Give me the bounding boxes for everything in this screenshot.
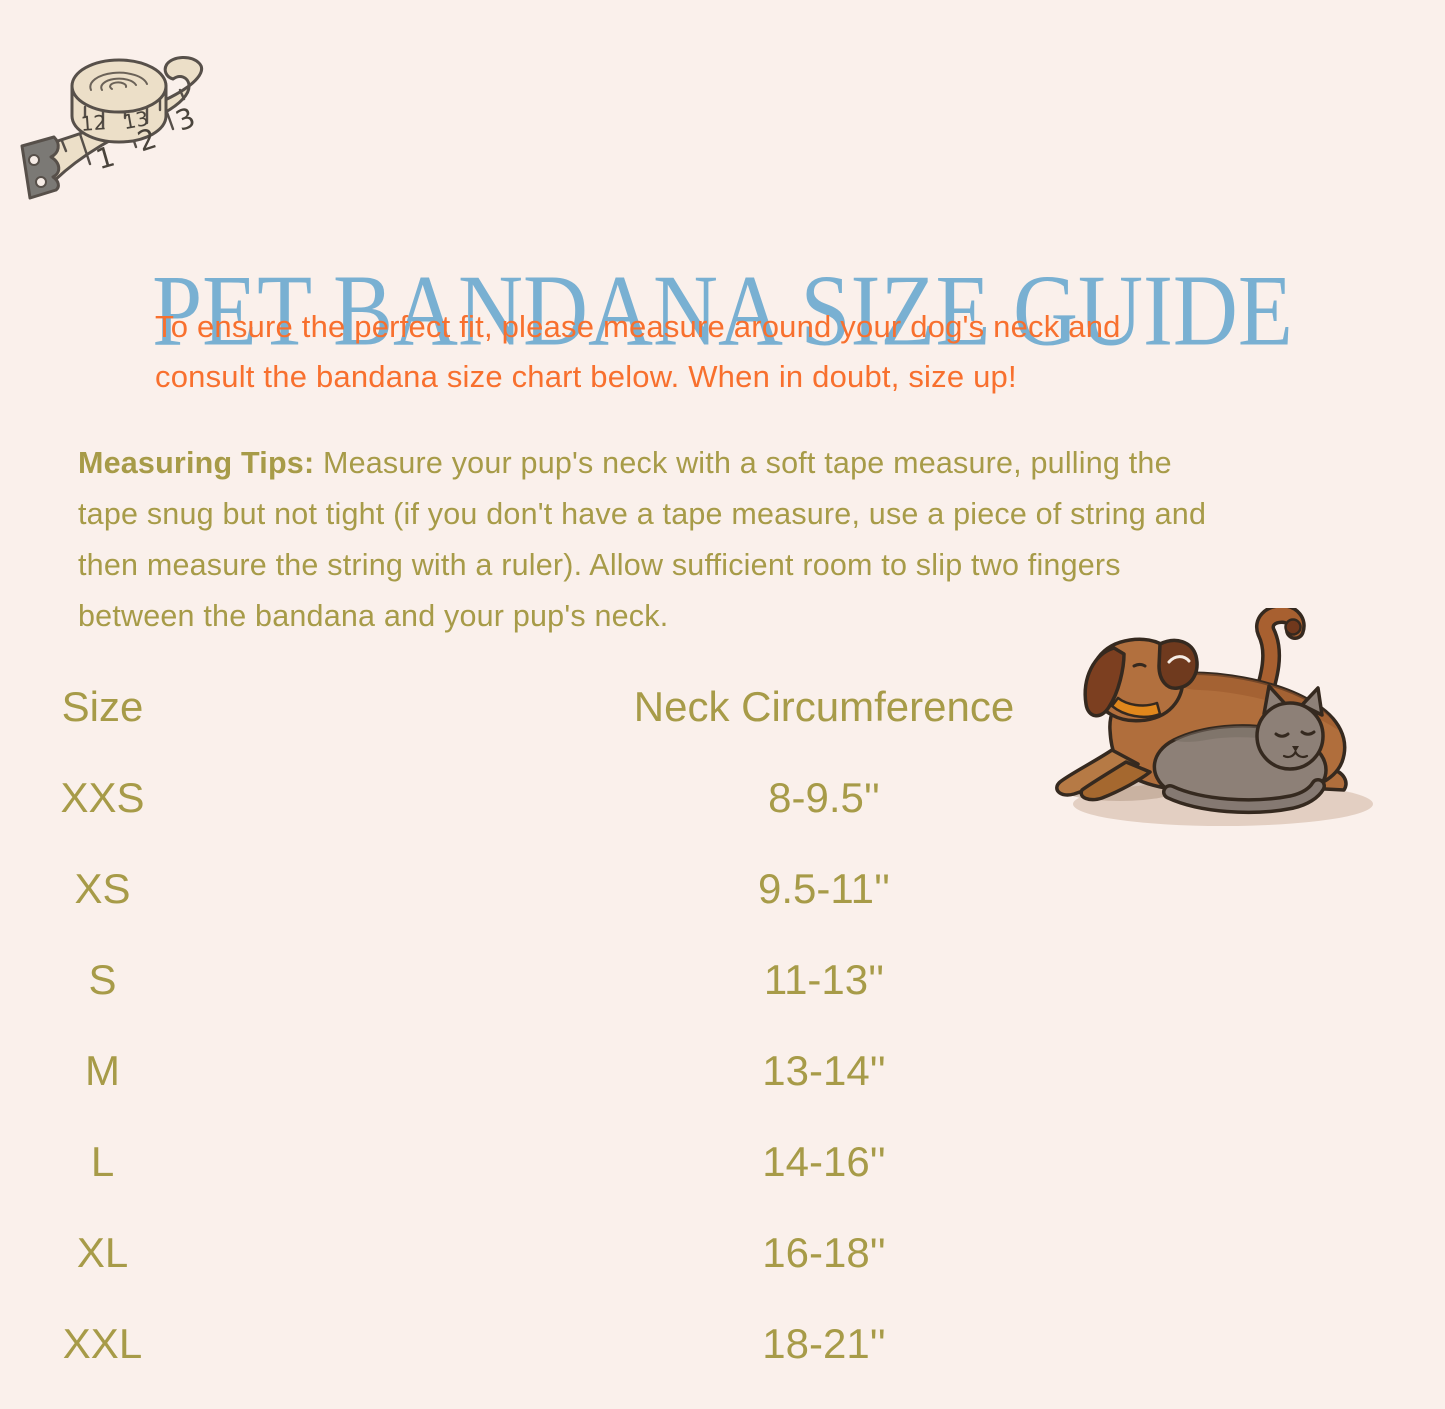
tips-line-4: between the bandana and your pup's neck. bbox=[78, 599, 669, 633]
tips-line-1: Measuring Tips: Measure your pup's neck … bbox=[78, 438, 1206, 489]
table-row: XXL 18-21'' bbox=[0, 1298, 1100, 1389]
size-value: L bbox=[90, 1137, 115, 1185]
table-row: M 13-14'' bbox=[0, 1025, 1100, 1116]
neck-value: 16-18'' bbox=[762, 1228, 886, 1276]
size-value: S bbox=[88, 955, 117, 1003]
tape-number-1: 1 bbox=[92, 140, 118, 177]
tips-line-3: then measure the string with a ruler). A… bbox=[78, 548, 1121, 582]
neck-value: 9.5-11'' bbox=[757, 864, 890, 912]
neck-value: 8-9.5'' bbox=[768, 773, 880, 821]
tips-line-2: tape snug but not tight (if you don't ha… bbox=[78, 497, 1207, 531]
table-row: XXS 8-9.5'' bbox=[0, 752, 1100, 843]
size-table: Size Neck Circumference XXS 8-9.5'' XS 9… bbox=[0, 661, 1100, 1389]
tips-line-1-text: Measure your pup's neck with a soft tape… bbox=[314, 446, 1172, 480]
neck-value: 13-14'' bbox=[762, 1046, 886, 1094]
size-value: M bbox=[85, 1046, 120, 1094]
tape-measure-icon: 1 2 3 12 13 bbox=[20, 56, 204, 200]
size-column-header: Size bbox=[61, 682, 144, 730]
table-header-row: Size Neck Circumference bbox=[0, 661, 1100, 752]
intro-line-1: To ensure the perfect fit, please measur… bbox=[155, 309, 1121, 344]
table-row: XS 9.5-11'' bbox=[0, 843, 1100, 934]
neck-value: 14-16'' bbox=[762, 1137, 886, 1185]
tape-roll-number-13: 13 bbox=[121, 106, 150, 134]
table-row: XL 16-18'' bbox=[0, 1207, 1100, 1298]
measuring-tips-paragraph: Measuring Tips: Measure your pup's neck … bbox=[78, 438, 1206, 642]
tips-label: Measuring Tips: bbox=[78, 446, 315, 480]
size-value: XXS bbox=[60, 773, 145, 821]
size-value: XXL bbox=[62, 1319, 143, 1367]
table-row: L 14-16'' bbox=[0, 1116, 1100, 1207]
neck-column-header: Neck Circumference bbox=[633, 682, 1015, 730]
tape-number-3: 3 bbox=[171, 101, 200, 138]
dog-and-cat-icon bbox=[1055, 608, 1373, 826]
neck-value: 18-21'' bbox=[762, 1319, 886, 1367]
intro-paragraph: To ensure the perfect fit, please measur… bbox=[155, 302, 1121, 402]
page-title: PET BANDANA SIZE GUIDE bbox=[152, 255, 1293, 368]
size-value: XS bbox=[74, 864, 131, 912]
intro-line-2: consult the bandana size chart below. Wh… bbox=[155, 359, 1017, 394]
table-row: S 11-13'' bbox=[0, 934, 1100, 1025]
size-value: XL bbox=[76, 1228, 129, 1276]
neck-value: 11-13'' bbox=[763, 955, 885, 1003]
tape-roll-number-12: 12 bbox=[80, 110, 107, 136]
